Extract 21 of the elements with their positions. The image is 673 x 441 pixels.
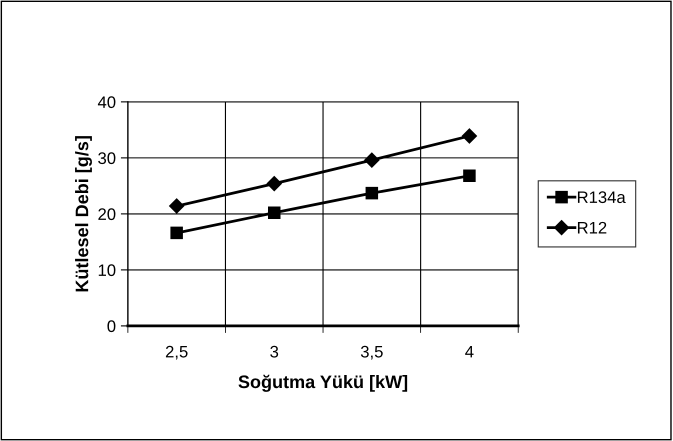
y-tick-label: 40 [98, 96, 116, 108]
y-tick-label: 0 [107, 320, 116, 332]
x-axis-title: Soğutma Yükü [kW] [238, 374, 408, 392]
y-tick-label: 30 [98, 152, 116, 164]
y-tick-label: 10 [98, 264, 116, 276]
point [266, 176, 282, 192]
x-tick-label: 2,5 [166, 346, 188, 360]
point [364, 152, 380, 168]
point [268, 206, 280, 220]
point [463, 170, 476, 182]
point [366, 186, 378, 200]
x-tick-label: 3 [270, 346, 278, 358]
x-tick-label: 3,5 [360, 346, 383, 360]
y-tick-label: 20 [98, 208, 116, 220]
x-tick-label: 4 [465, 346, 474, 358]
point [462, 128, 477, 144]
point [170, 226, 183, 240]
legend-label: R134a [578, 191, 626, 204]
point [169, 198, 184, 214]
y-axis-title: Kütlesel Debi [g/s] [75, 136, 92, 292]
legend-label: R12 [578, 222, 606, 234]
